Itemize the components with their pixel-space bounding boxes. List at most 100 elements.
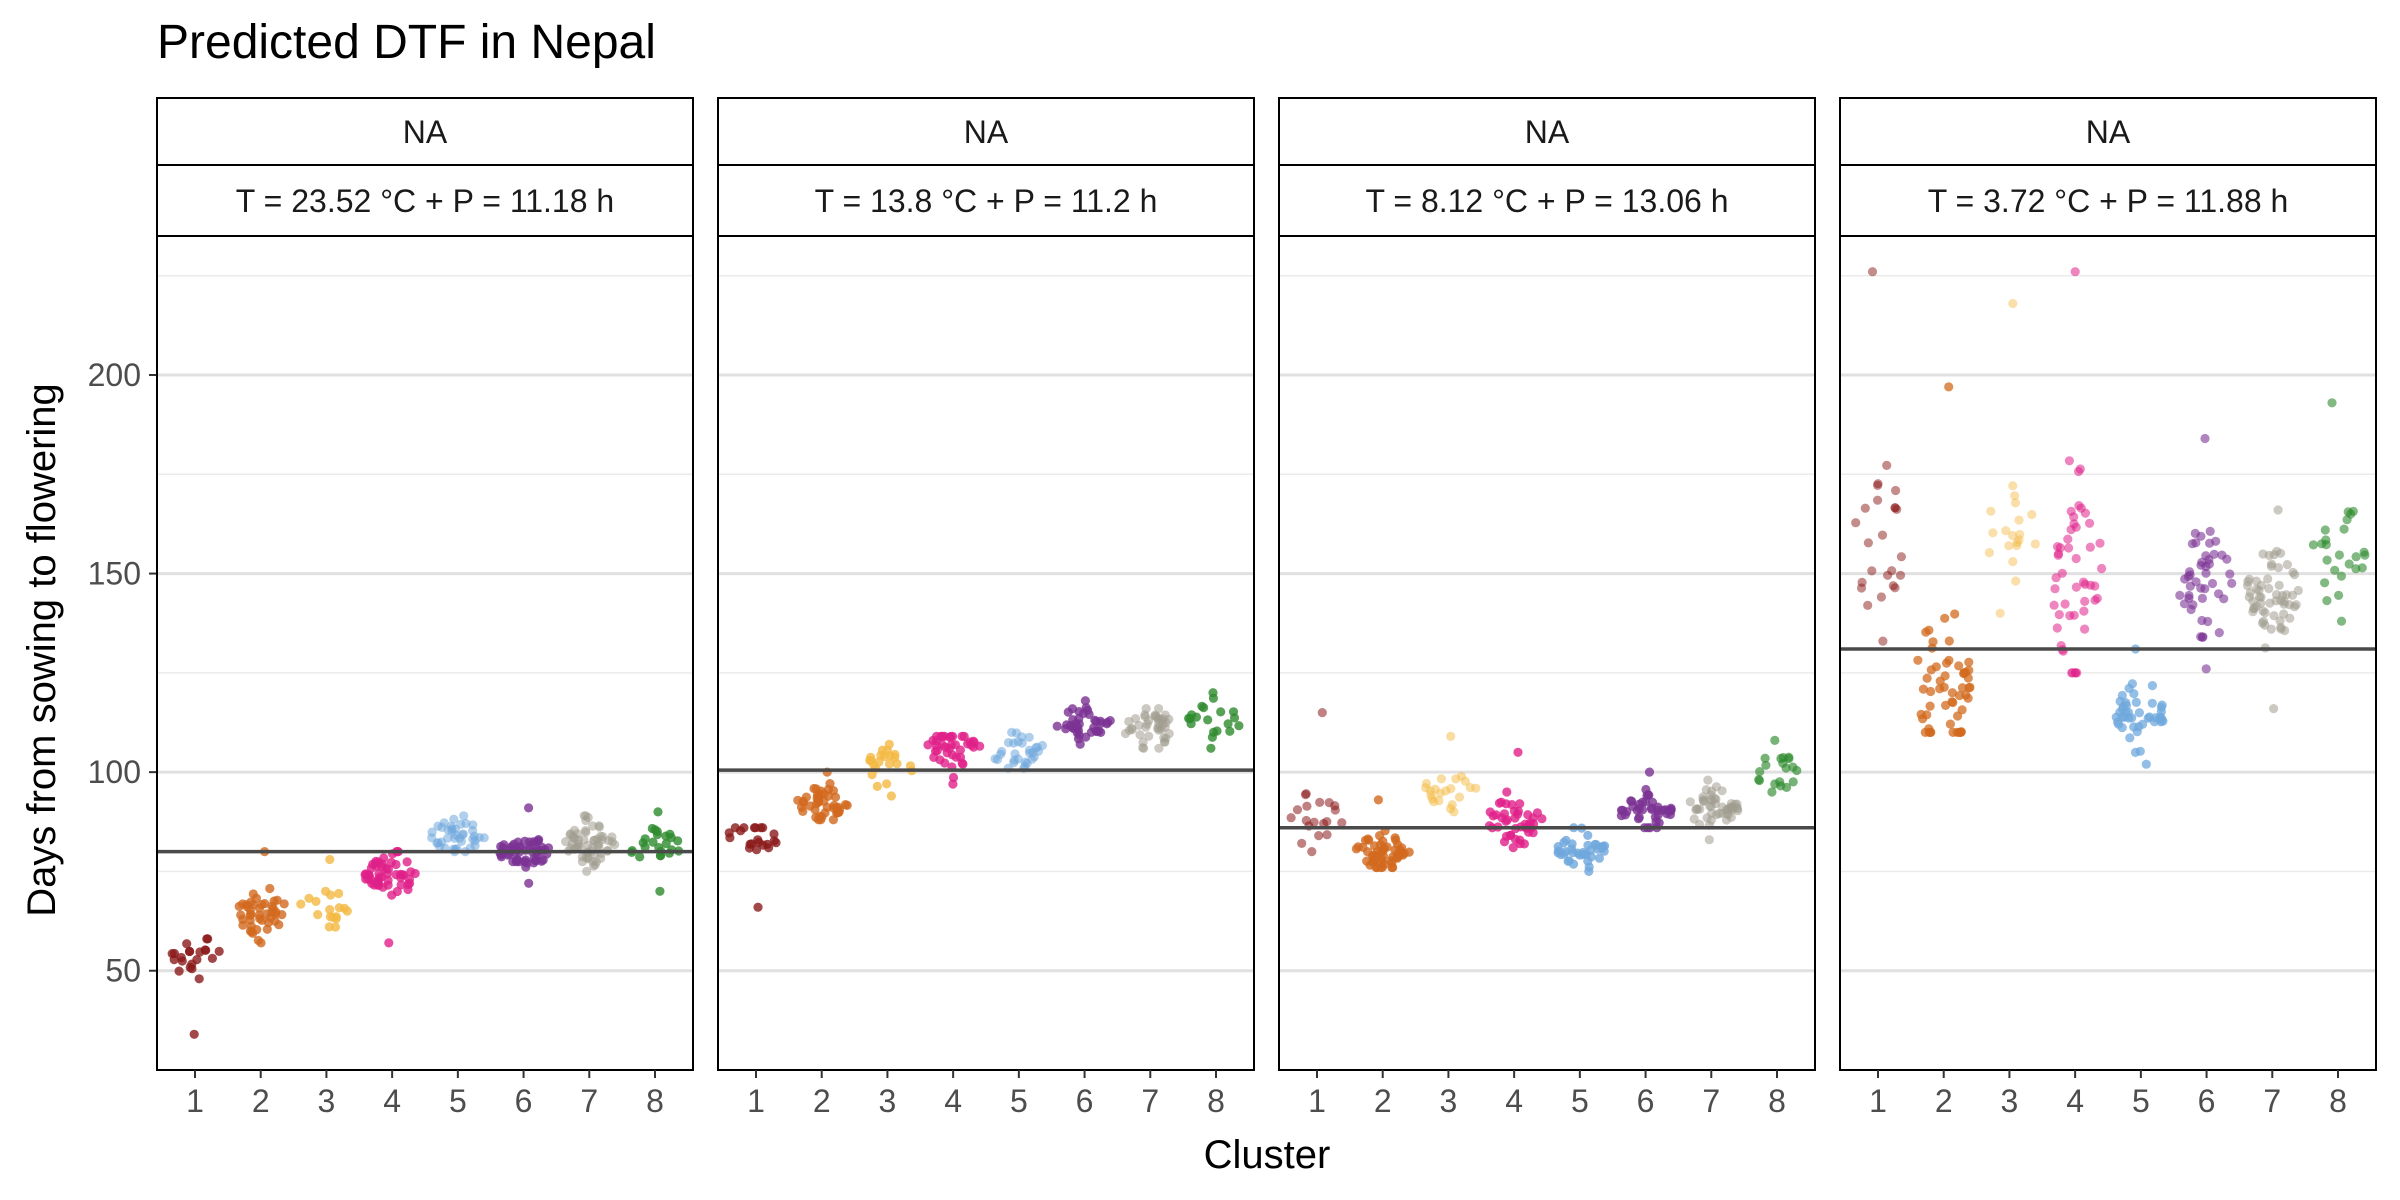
- data-point: [1561, 847, 1571, 857]
- data-point: [1913, 655, 1923, 665]
- data-point: [2275, 616, 2285, 626]
- data-point: [524, 803, 534, 813]
- data-point: [2074, 466, 2084, 477]
- x-tick-label: 4: [1505, 1083, 1523, 1119]
- data-point: [366, 863, 376, 873]
- data-point: [2011, 576, 2021, 586]
- panel-border: [717, 235, 1255, 1071]
- data-point: [1009, 755, 1019, 765]
- data-point: [1390, 845, 1400, 855]
- data-point: [331, 912, 341, 922]
- data-point: [648, 837, 658, 847]
- data-point: [1553, 842, 1563, 852]
- data-point: [1223, 719, 1233, 729]
- data-point: [469, 831, 479, 841]
- data-point: [522, 858, 532, 868]
- data-point: [373, 876, 383, 886]
- data-point: [2214, 589, 2224, 599]
- data-point: [1986, 506, 1996, 516]
- data-point: [176, 952, 186, 963]
- data-point: [450, 824, 460, 834]
- data-point: [1105, 716, 1115, 726]
- data-point: [1322, 830, 1332, 840]
- data-point: [2203, 616, 2213, 627]
- data-point: [257, 899, 267, 910]
- data-point: [2197, 557, 2207, 567]
- data-point: [2064, 456, 2074, 466]
- data-point: [313, 910, 323, 920]
- data-point: [2085, 542, 2095, 552]
- y-axis-title: Days from sowing to flowering: [20, 383, 64, 917]
- data-point: [1052, 721, 1062, 731]
- data-point: [2276, 596, 2286, 606]
- data-point: [1644, 767, 1655, 777]
- data-point: [2330, 565, 2340, 575]
- data-point: [384, 938, 394, 948]
- data-point: [450, 833, 460, 843]
- data-point: [1685, 797, 1695, 807]
- data-point: [1515, 839, 1525, 849]
- panel-background: [718, 236, 1254, 1070]
- data-point: [2008, 557, 2018, 567]
- data-point: [1561, 835, 1571, 846]
- data-point: [2071, 553, 2081, 564]
- data-point: [2322, 596, 2332, 606]
- data-point: [402, 857, 412, 867]
- data-point: [2321, 540, 2331, 550]
- data-point: [2066, 506, 2076, 516]
- data-point: [635, 852, 645, 862]
- y-tick-label: 150: [88, 556, 141, 592]
- chart-title: Predicted DTF in Nepal: [157, 16, 656, 69]
- data-point: [2080, 596, 2090, 607]
- data-point: [194, 974, 204, 984]
- data-point: [1084, 709, 1094, 720]
- data-point: [931, 740, 942, 751]
- data-point: [253, 935, 263, 946]
- data-point: [396, 880, 406, 890]
- data-point: [905, 761, 916, 771]
- data-point: [655, 886, 665, 896]
- data-point: [524, 837, 535, 847]
- x-axis-title: Cluster: [1204, 1133, 1331, 1177]
- data-point: [1851, 518, 1861, 528]
- data-point: [2320, 525, 2330, 535]
- data-point: [923, 740, 933, 750]
- data-point: [1988, 528, 1998, 538]
- data-point: [947, 750, 958, 760]
- data-point: [1755, 767, 1765, 777]
- data-point: [248, 889, 258, 899]
- data-point: [2281, 590, 2292, 600]
- data-point: [427, 833, 437, 843]
- data-point: [2050, 584, 2060, 594]
- data-point: [1948, 727, 1958, 738]
- data-point: [1964, 657, 1974, 667]
- data-point: [2131, 697, 2141, 708]
- data-point: [1451, 774, 1461, 784]
- data-point: [882, 745, 893, 755]
- y-tick-label: 200: [88, 357, 141, 393]
- data-point: [2293, 585, 2303, 596]
- data-point: [1918, 684, 1928, 694]
- data-point: [1330, 805, 1340, 815]
- data-point: [1761, 760, 1771, 770]
- data-point: [2014, 515, 2024, 525]
- data-point: [2010, 491, 2020, 501]
- data-point: [459, 811, 469, 821]
- data-point: [2264, 583, 2274, 594]
- data-point: [1944, 636, 1954, 646]
- panel-border: [156, 235, 694, 1071]
- data-point: [1373, 795, 1383, 805]
- data-point: [383, 875, 393, 886]
- x-tick-label: 7: [1141, 1083, 1159, 1119]
- data-point: [1995, 608, 2005, 618]
- x-tick-label: 1: [1308, 1083, 1326, 1119]
- data-point: [1628, 801, 1638, 812]
- data-point: [823, 791, 834, 801]
- data-point: [2080, 508, 2090, 518]
- data-point: [2127, 679, 2137, 689]
- data-point: [2030, 539, 2040, 549]
- data-point: [1782, 782, 1792, 793]
- data-point: [1286, 813, 1296, 823]
- data-point: [468, 820, 478, 830]
- data-point: [2334, 550, 2344, 560]
